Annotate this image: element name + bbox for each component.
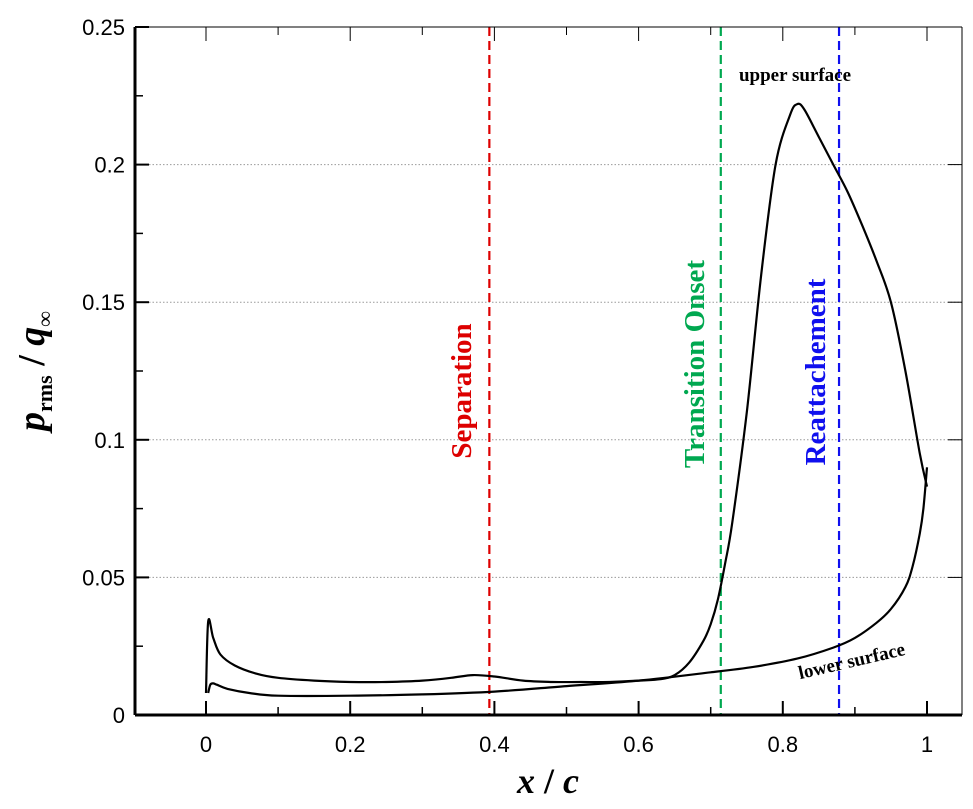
x-tick-label-4: 0.8 (768, 732, 799, 757)
x-tick-label-5: 1 (921, 732, 933, 757)
separation-label: Separation (446, 323, 478, 458)
x-tick-label-2: 0.4 (479, 732, 510, 757)
y-tick-label-3: 0.15 (82, 290, 125, 315)
y-axis-title-sep: / (11, 346, 53, 376)
axis-ticks: 0 0.05 0.1 0.15 0.2 0.25 0 0.2 0.4 0.6 0.8 1 (82, 15, 962, 757)
y-tick-label-1: 0.05 (82, 565, 125, 590)
x-axis-title-c: c (563, 761, 579, 801)
transition-onset-label: Transition Onset (679, 260, 711, 468)
x-axis-title-x: x (516, 761, 535, 801)
series-lines (204, 102, 929, 698)
y-axis-title-sub: rms (32, 375, 57, 412)
x-axis-title: x / c (516, 761, 579, 801)
series-line-lower-surface (207, 467, 929, 698)
reattachement-label: Reattachement (800, 278, 832, 465)
y-tick-label-2: 0.1 (94, 428, 125, 453)
lower-surface-label: lower surface (796, 639, 907, 684)
marker-labels: Separation Transition Onset Reattachemen… (446, 260, 832, 468)
y-axis-title: prms / q∞ (11, 311, 57, 434)
y-tick-label-0: 0 (113, 703, 125, 728)
y-axis-title-q: q (11, 327, 53, 346)
series-line-upper-surface (204, 102, 929, 694)
y-tick-label-5: 0.25 (82, 15, 125, 40)
y-axis-title-p: p (11, 412, 53, 434)
x-axis-title-sep: / (535, 761, 563, 801)
x-tick-label-3: 0.6 (623, 732, 654, 757)
upper-surface-label: upper surface (739, 65, 851, 86)
x-tick-label-1: 0.2 (335, 732, 366, 757)
event-marker-lines (488, 27, 841, 715)
y-tick-label-4: 0.2 (94, 153, 125, 178)
x-tick-label-0: 0 (200, 732, 212, 757)
y-axis-title-qsub: ∞ (32, 311, 57, 327)
